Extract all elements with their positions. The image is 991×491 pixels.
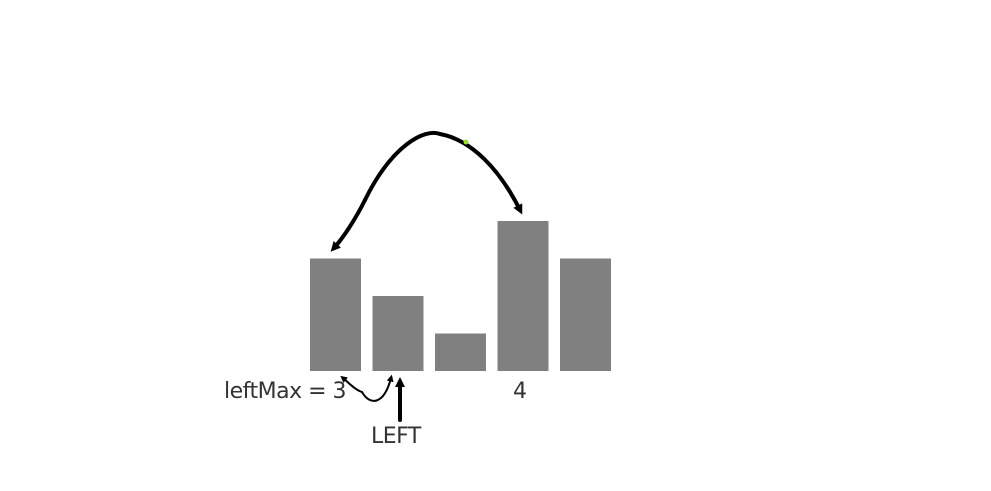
bars-group xyxy=(310,221,611,371)
left-max-curve-arrow-right xyxy=(361,374,394,402)
left-max-label: leftMax = 3 xyxy=(224,379,347,404)
highlight-dot xyxy=(463,139,469,145)
bar-1 xyxy=(310,258,361,371)
bar-4 xyxy=(497,221,549,371)
left-pointer-label: LEFT xyxy=(371,424,421,449)
bar-5 xyxy=(560,258,611,371)
bar-2 xyxy=(372,296,424,371)
bar-value-label: 4 xyxy=(513,379,527,404)
left-max-curve-arrow-left xyxy=(340,375,363,393)
swap-arc-right-arrow xyxy=(363,130,523,215)
bar-3 xyxy=(435,333,486,371)
swap-arc-left-arrow xyxy=(330,198,367,252)
